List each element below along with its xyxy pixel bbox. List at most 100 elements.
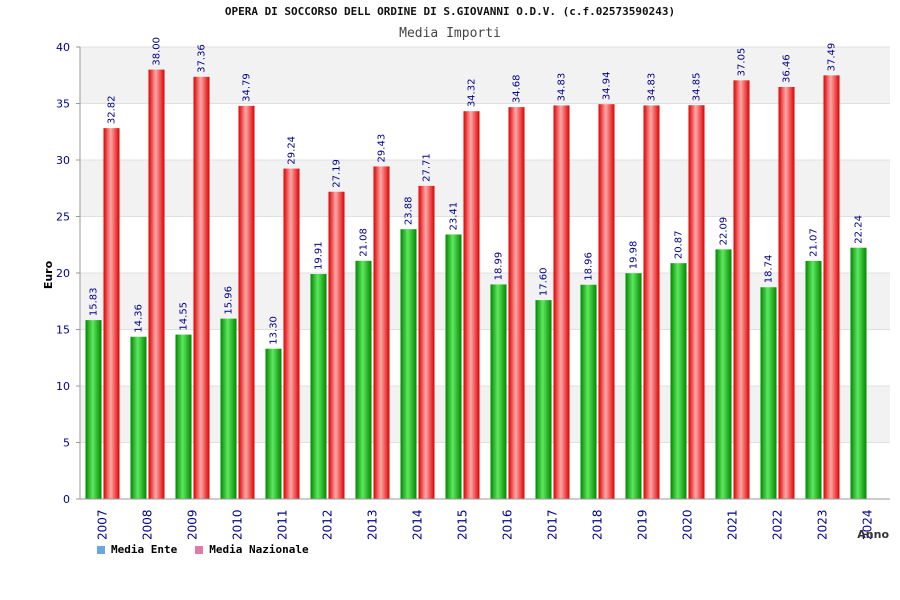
axes: 0 5 10 15 20 25 30 35 40 2007 2008 2009 2010 2011 2012… [42,41,890,541]
bar-media-ente-2015 [445,234,462,500]
legend-swatch-media-ente [97,545,105,554]
bar-media-nazionale-2016 [508,107,525,499]
x-tick-label-2022: 2022 [771,509,785,540]
bar-media-ente-2007 [85,320,102,499]
bar-media-nazionale-2012 [328,191,345,500]
y-tick-label-30: 30 [56,154,70,167]
x-tick-label-2009: 2009 [186,509,200,540]
data-label-media-nazionale-2016: 34.68 [512,74,523,103]
bar-media-nazionale-2007 [103,128,120,499]
y-tick-label-0: 0 [63,493,70,506]
data-label-media-ente-2011: 13.30 [269,316,280,345]
y-tick-label-5: 5 [63,437,70,450]
x-tick-label-2015: 2015 [456,509,470,540]
y-tick-label-25: 25 [56,211,70,224]
data-label-media-nazionale-2022: 36.46 [782,54,793,83]
data-label-media-ente-2023: 21.07 [809,228,820,257]
data-label-media-ente-2018: 18.96 [584,252,595,281]
grid-band [80,47,890,104]
data-label-media-nazionale-2007: 32.82 [107,95,118,124]
x-tick-label-2019: 2019 [636,509,650,540]
data-label-media-nazionale-2023: 37.49 [827,43,838,72]
data-label-media-ente-2016: 18.99 [494,252,505,281]
data-label-media-nazionale-2012: 27.19 [332,159,343,188]
bar-media-ente-2016 [490,284,507,499]
legend: Media Ente Media Nazionale [97,543,309,556]
grid-band [80,273,890,330]
bar-media-nazionale-2023 [823,75,840,499]
bar-media-ente-2023 [805,260,822,499]
data-label-media-ente-2008: 14.36 [134,304,145,333]
grid [80,46,890,500]
data-label-media-ente-2017: 17.60 [539,267,550,296]
legend-swatch-media-nazionale [195,545,204,554]
x-tick-label-2020: 2020 [681,509,695,540]
x-tick-label-2016: 2016 [501,509,515,540]
legend-item-media-ente: Media Ente [97,543,177,556]
data-label-media-nazionale-2018: 34.94 [602,72,613,101]
data-label-media-nazionale-2014: 27.71 [422,153,433,182]
x-tick-label-2010: 2010 [231,509,245,540]
legend-item-media-nazionale: Media Nazionale [195,543,309,556]
bar-media-ente-2011 [265,348,282,499]
data-label-media-nazionale-2021: 37.05 [737,48,748,77]
data-label-media-ente-2010: 15.96 [224,286,235,315]
x-tick-label-2023: 2023 [816,509,830,540]
bar-media-nazionale-2019 [643,105,660,500]
x-tick-label-2024: 2024 [861,509,875,540]
x-tick-label-2021: 2021 [726,509,740,540]
data-label-media-nazionale-2020: 34.85 [692,73,703,102]
grid-band [80,160,890,217]
bar-media-ente-2018 [580,284,597,499]
data-label-media-nazionale-2009: 37.36 [197,44,208,73]
x-tick-label-2014: 2014 [411,509,425,540]
y-tick-label-15: 15 [56,324,70,337]
data-label-media-nazionale-2019: 34.83 [647,73,658,102]
bar-media-nazionale-2014 [418,185,435,499]
bar-media-nazionale-2018 [598,104,615,499]
data-label-media-ente-2022: 18.74 [764,255,775,284]
bar-media-ente-2022 [760,287,777,499]
data-label-media-ente-2015: 23.41 [449,202,460,231]
grid-band [80,386,890,443]
data-label-media-ente-2024: 22.24 [854,215,865,244]
bar-media-ente-2024 [850,247,867,499]
legend-label-media-nazionale: Media Nazionale [209,543,309,556]
x-tick-label-2008: 2008 [141,509,155,540]
chart-subtitle: Media Importi [399,26,501,41]
y-tick-label-20: 20 [56,267,70,280]
legend-label-media-ente: Media Ente [111,543,178,556]
bar-media-nazionale-2017 [553,105,570,500]
x-tick-label-2012: 2012 [321,509,335,540]
data-label-media-ente-2007: 15.83 [89,287,100,316]
data-label-media-nazionale-2013: 29.43 [377,134,388,163]
data-label-media-ente-2013: 21.08 [359,228,370,257]
data-label-media-ente-2009: 14.55 [179,302,190,331]
x-tick-label-2017: 2017 [546,509,560,540]
x-tick-label-2007: 2007 [96,509,110,540]
data-labels: 15.83 32.82 14.36 38.00 14.55 37.36 15.96 34.79… [89,37,865,345]
data-label-media-ente-2012: 19.91 [314,241,325,270]
bar-media-ente-2009 [175,334,192,499]
x-tick-label-2018: 2018 [591,509,605,540]
x-axis-title: Anno [857,528,889,541]
bar-media-nazionale-2013 [373,166,390,500]
data-label-media-nazionale-2011: 29.24 [287,136,298,165]
bars [85,69,867,500]
bar-media-nazionale-2011 [283,168,300,499]
bar-media-ente-2021 [715,249,732,499]
bar-media-ente-2013 [355,260,372,499]
y-tick-label-40: 40 [56,41,70,54]
chart-title: OPERA DI SOCCORSO DELL ORDINE DI S.GIOVA… [224,5,676,18]
bar-media-ente-2017 [535,300,552,499]
bar-media-ente-2014 [400,229,417,499]
bar-media-ente-2020 [670,263,687,499]
data-label-media-nazionale-2010: 34.79 [242,73,253,102]
bar-media-ente-2019 [625,273,642,499]
bar-media-nazionale-2008 [148,69,165,499]
bar-media-nazionale-2020 [688,105,705,499]
data-label-media-nazionale-2017: 34.83 [557,73,568,102]
data-label-media-ente-2021: 22.09 [719,217,730,246]
